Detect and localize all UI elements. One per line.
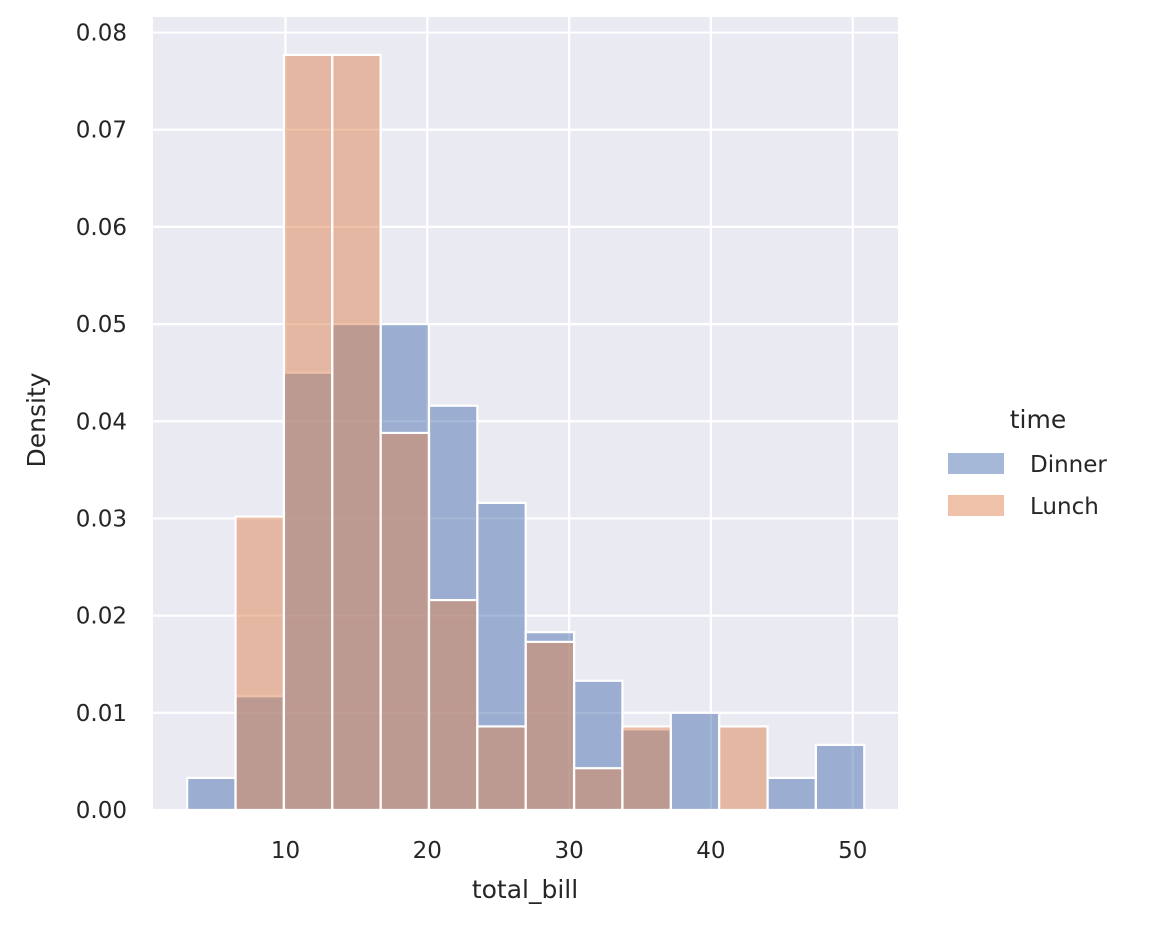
y-tick-label: 0.05 — [76, 312, 127, 338]
y-tick-label: 0.08 — [76, 21, 127, 47]
bar-dinner — [186, 776, 237, 812]
bar-lunch — [572, 767, 624, 812]
y-tick-label: 0.00 — [76, 798, 127, 824]
bar-dinner — [669, 711, 721, 812]
y-tick-label: 0.04 — [76, 409, 127, 435]
bar-dinner — [766, 776, 817, 812]
bar-dinner — [814, 743, 866, 812]
bar-lunch — [427, 598, 479, 812]
bar-lunch — [234, 515, 286, 812]
bar-lunch — [476, 725, 527, 812]
x-axis-label: total_bill — [472, 875, 578, 904]
x-axis-ticks: 10 20 30 40 50 — [271, 838, 868, 864]
y-tick-label: 0.02 — [76, 604, 127, 630]
y-axis-label: Density — [22, 372, 51, 467]
bar-lunch — [718, 725, 769, 812]
legend: time Dinner Lunch — [948, 405, 1107, 520]
x-tick-label: 10 — [271, 838, 300, 864]
y-tick-label: 0.01 — [76, 701, 127, 727]
legend-swatch-dinner — [948, 453, 1004, 474]
y-tick-label: 0.03 — [76, 506, 127, 532]
y-tick-label: 0.06 — [76, 215, 127, 241]
bar-lunch — [331, 53, 382, 812]
x-tick-label: 50 — [838, 838, 867, 864]
bar-lunch — [524, 640, 576, 812]
legend-label-dinner: Dinner — [1030, 452, 1107, 478]
bar-lunch — [379, 431, 431, 812]
legend-swatch-lunch — [948, 495, 1004, 516]
bars-layer — [186, 53, 866, 812]
bar-lunch — [621, 725, 672, 812]
y-axis-ticks: 0.00 0.01 0.02 0.03 0.04 0.05 0.06 0.07 0.08 — [76, 21, 127, 824]
legend-label-lunch: Lunch — [1030, 494, 1099, 520]
bar-lunch — [282, 53, 334, 812]
y-tick-label: 0.07 — [76, 118, 127, 144]
x-tick-label: 40 — [696, 838, 725, 864]
x-tick-label: 30 — [554, 838, 583, 864]
legend-title: time — [1010, 405, 1066, 434]
x-tick-label: 20 — [413, 838, 442, 864]
